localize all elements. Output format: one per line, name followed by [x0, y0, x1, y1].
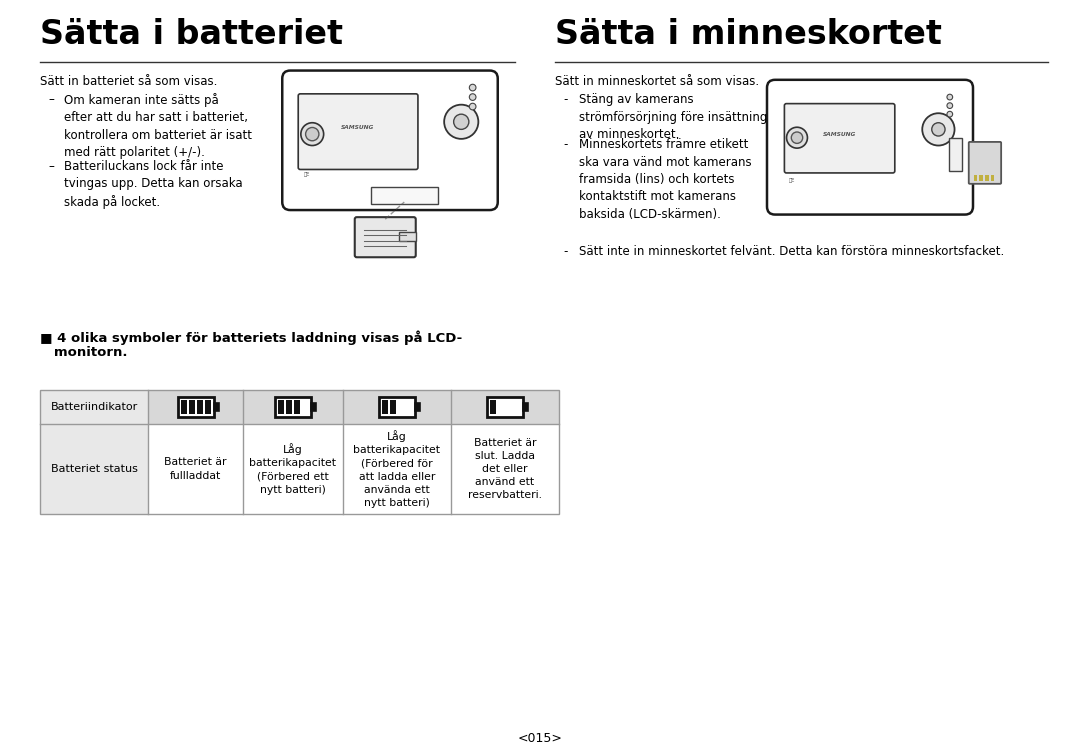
Text: Batteriluckans lock får inte
tvingas upp. Detta kan orsaka
skada på locket.: Batteriluckans lock får inte tvingas upp… [64, 160, 243, 209]
Bar [214, 403, 218, 411]
Bar [372, 187, 437, 204]
Text: Minneskortets främre etikett
ska vara vänd mot kamerans
framsida (lins) och kort: Minneskortets främre etikett ska vara vä… [579, 138, 752, 221]
Bar [399, 232, 416, 241]
Text: –: – [48, 93, 54, 106]
Circle shape [922, 114, 955, 146]
Bar [415, 403, 420, 411]
Bar [490, 400, 496, 414]
Bar [311, 403, 316, 411]
Text: Batteriet är
fullladdat: Batteriet är fullladdat [164, 457, 227, 481]
Text: Sätt inte in minneskortet felvänt. Detta kan förstöra minneskortsfacket.: Sätt inte in minneskortet felvänt. Detta… [579, 245, 1004, 258]
Bar [379, 397, 415, 417]
FancyBboxPatch shape [784, 104, 895, 173]
Bar [197, 400, 203, 414]
Circle shape [947, 111, 953, 117]
Text: -: - [563, 93, 567, 106]
Text: Batteriindikator: Batteriindikator [51, 402, 137, 412]
Text: monitorn.: monitorn. [40, 346, 127, 359]
Bar [949, 138, 962, 171]
Bar [148, 390, 559, 424]
FancyBboxPatch shape [767, 80, 973, 214]
Circle shape [947, 103, 953, 108]
Text: Om kameran inte sätts på
efter att du har satt i batteriet,
kontrollera om batte: Om kameran inte sätts på efter att du ha… [64, 93, 252, 159]
Bar [40, 390, 148, 514]
Text: ⒸE: ⒸE [305, 172, 311, 177]
Bar [382, 400, 388, 414]
Text: -: - [563, 138, 567, 151]
FancyBboxPatch shape [298, 94, 418, 169]
Text: ■ 4 olika symboler för batteriets laddning visas på LCD-: ■ 4 olika symboler för batteriets laddni… [40, 330, 462, 344]
Text: Låg
batterikapacitet
(Förbered för
att ladda eller
använda ett
nytt batteri): Låg batterikapacitet (Förbered för att l… [353, 430, 441, 508]
Bar [980, 175, 983, 181]
Bar [40, 390, 559, 514]
Bar [204, 400, 211, 414]
Circle shape [470, 94, 476, 101]
Circle shape [786, 127, 808, 148]
Text: SAMSUNG: SAMSUNG [341, 125, 375, 130]
Text: <015>: <015> [517, 732, 563, 745]
Bar [990, 175, 995, 181]
Circle shape [470, 84, 476, 91]
Bar [523, 403, 528, 411]
Bar [390, 400, 396, 414]
Bar [985, 175, 989, 181]
Text: Sätta i minneskortet: Sätta i minneskortet [555, 18, 942, 51]
Circle shape [932, 123, 945, 136]
Text: Låg
batterikapacitet
(Förbered ett
nytt batteri): Låg batterikapacitet (Förbered ett nytt … [249, 443, 337, 495]
Bar [973, 175, 977, 181]
Text: Sätta i batteriet: Sätta i batteriet [40, 18, 343, 51]
Circle shape [301, 123, 324, 146]
FancyBboxPatch shape [282, 71, 498, 210]
Bar [487, 397, 523, 417]
Text: Sätt in batteriet så som visas.: Sätt in batteriet så som visas. [40, 75, 217, 88]
Circle shape [792, 132, 802, 144]
Bar [278, 400, 284, 414]
Text: ⒸE: ⒸE [789, 178, 795, 183]
Text: -: - [563, 245, 567, 258]
FancyBboxPatch shape [354, 217, 416, 257]
Text: Batteriet status: Batteriet status [51, 464, 137, 474]
Circle shape [947, 94, 953, 100]
Text: –: – [48, 160, 54, 173]
Bar [180, 400, 187, 414]
FancyBboxPatch shape [969, 142, 1001, 183]
Bar [189, 400, 194, 414]
Bar [294, 400, 300, 414]
Bar [286, 400, 292, 414]
Circle shape [454, 114, 469, 129]
Text: SAMSUNG: SAMSUNG [823, 132, 856, 137]
Circle shape [470, 103, 476, 110]
Circle shape [306, 128, 319, 141]
Circle shape [444, 105, 478, 139]
Bar [177, 397, 214, 417]
Text: Stäng av kamerans
strömförsörjning före insättning
av minneskortet.: Stäng av kamerans strömförsörjning före … [579, 93, 768, 141]
Text: Batteriet är
slut. Ladda
det eller
använd ett
reservbatteri.: Batteriet är slut. Ladda det eller använ… [468, 438, 542, 500]
Bar [275, 397, 311, 417]
Text: Sätt in minneskortet så som visas.: Sätt in minneskortet så som visas. [555, 75, 759, 88]
